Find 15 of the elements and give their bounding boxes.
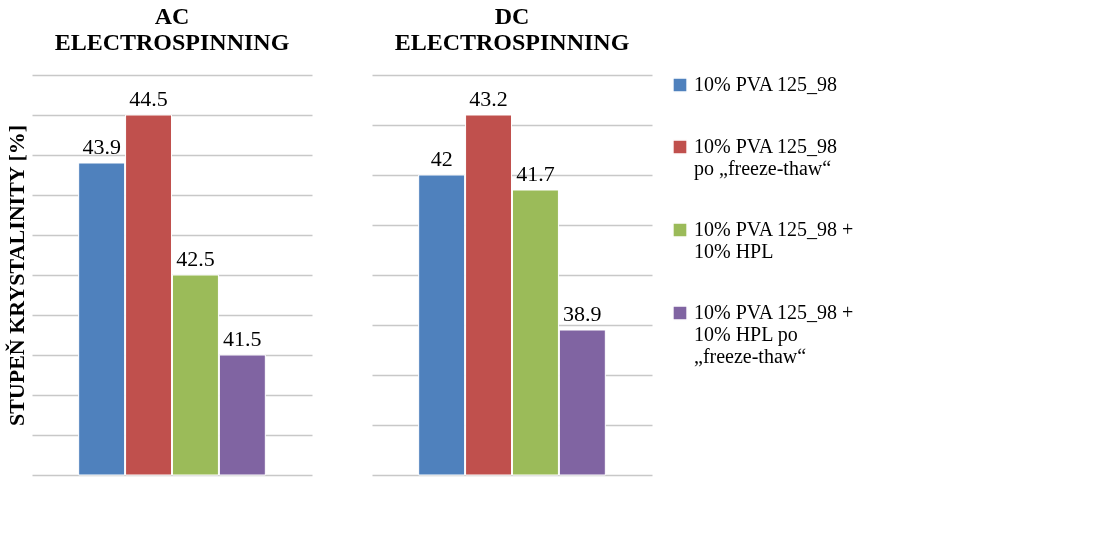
chart-title: AC ELECTROSPINNING: [54, 3, 290, 55]
legend-label: 10% PVA 125_98: [694, 73, 837, 95]
chart-title: DC ELECTROSPINNING: [394, 3, 630, 55]
data-label: 43.2: [469, 86, 508, 111]
data-label: 41.5: [223, 326, 262, 351]
legend-label: 10% PVA 125_98 + 10% HPL po „freeze-thaw“: [694, 301, 854, 367]
data-label: 44.5: [129, 86, 168, 111]
y-axis-title: STUPEŇ KRYSTALINITY [%]: [3, 124, 29, 427]
legend-label: 10% PVA 125_98 po „freeze-thaw“: [694, 135, 837, 180]
data-label: 38.9: [563, 301, 602, 326]
data-label: 42: [430, 146, 453, 171]
data-label: 43.9: [82, 134, 121, 159]
legend-label: 10% PVA 125_98 + 10% HPL: [694, 218, 854, 262]
data-label: 41.7: [516, 161, 555, 186]
data-label: 42.5: [176, 246, 215, 271]
